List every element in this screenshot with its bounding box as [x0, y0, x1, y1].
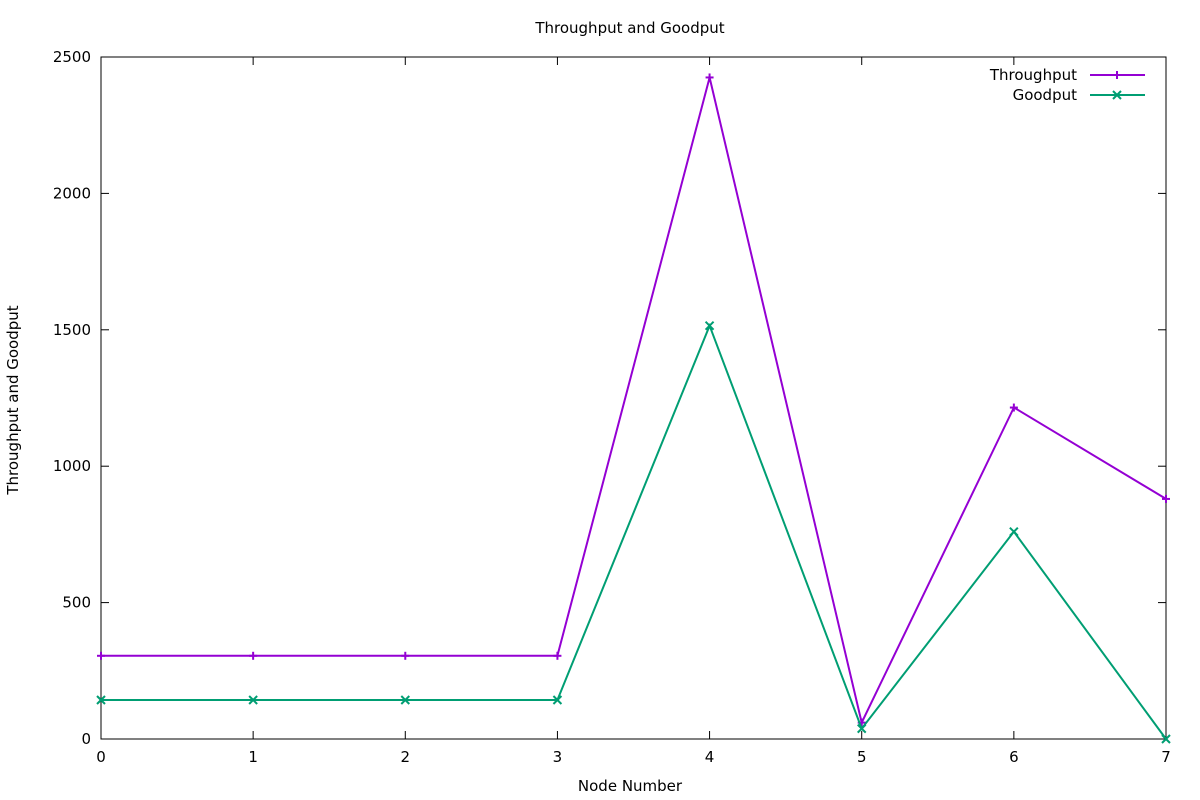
- y-tick-label: 2500: [53, 48, 91, 66]
- x-tick-label: 6: [1009, 748, 1019, 766]
- y-tick-label: 1000: [53, 457, 91, 475]
- series-line-throughput: [101, 78, 1166, 723]
- data-point-throughput: [553, 652, 561, 660]
- legend-marker-throughput: [1113, 71, 1121, 79]
- plot-frame: [101, 57, 1166, 739]
- data-point-throughput: [706, 73, 714, 81]
- legend: Throughput Goodput: [989, 66, 1145, 104]
- series-layer: [97, 73, 1170, 743]
- y-axis-ticks: 0 500 1000 1500 2000 2500: [53, 48, 1166, 748]
- x-tick-label: 3: [553, 748, 563, 766]
- legend-label-throughput: Throughput: [989, 66, 1077, 84]
- x-tick-label: 5: [857, 748, 867, 766]
- data-point-goodput: [706, 322, 714, 330]
- y-axis-label: Throughput and Goodput: [4, 305, 22, 495]
- y-tick-label: 2000: [53, 184, 91, 202]
- x-tick-label: 0: [96, 748, 106, 766]
- x-tick-label: 2: [401, 748, 411, 766]
- chart-title: Throughput and Goodput: [534, 19, 724, 37]
- series-line-goodput: [101, 326, 1166, 739]
- data-point-goodput: [1010, 528, 1018, 536]
- x-tick-label: 4: [705, 748, 715, 766]
- x-tick-label: 1: [248, 748, 258, 766]
- y-tick-label: 0: [81, 730, 91, 748]
- y-tick-label: 500: [62, 594, 91, 612]
- x-axis-ticks: 0 1 2 3 4 5 6 7: [96, 57, 1171, 766]
- y-tick-label: 1500: [53, 321, 91, 339]
- data-point-throughput: [249, 652, 257, 660]
- data-point-throughput: [401, 652, 409, 660]
- data-point-throughput: [97, 652, 105, 660]
- x-tick-label: 7: [1161, 748, 1171, 766]
- x-axis-label: Node Number: [578, 777, 683, 795]
- legend-label-goodput: Goodput: [1013, 86, 1078, 104]
- data-point-throughput: [1010, 404, 1018, 412]
